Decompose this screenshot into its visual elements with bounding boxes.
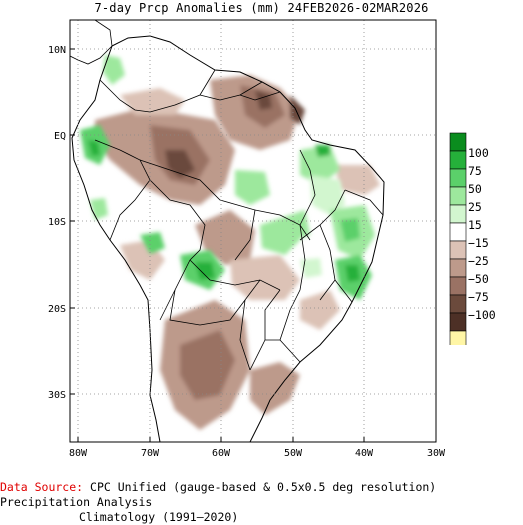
- legend-label-neg100: −100: [468, 308, 496, 322]
- lon-label-30w: 30W: [427, 448, 446, 459]
- legend-swatch: [449, 240, 467, 260]
- lat-label-10n: 10N: [48, 45, 66, 56]
- lat-label-30s: 30S: [48, 390, 66, 401]
- legend-label-neg50: −50: [468, 272, 489, 286]
- lon-label-50w: 50W: [284, 448, 303, 459]
- legend-swatch: [449, 204, 467, 224]
- legend-label-neg15: −15: [468, 236, 489, 250]
- lat-label-eq: EQ: [54, 131, 66, 142]
- legend-label-neg75: −75: [468, 290, 489, 304]
- legend-swatch: [449, 132, 467, 152]
- color-legend: 100 75 50 25 15 −15 −25 −50 −75 −100: [449, 132, 496, 345]
- data-source-text: CPC Unified (gauge-based & 0.5x0.5 deg r…: [0, 480, 437, 509]
- legend-swatch: [449, 330, 467, 345]
- central-america-land: [70, 20, 113, 65]
- map-title: 7-day Prcp Anomalies (mm) 24FEB2026-02MA…: [94, 1, 429, 15]
- tick-marks: [70, 48, 437, 442]
- precipitation-anomaly-map: 80W 70W 60W 50W 40W 30W 10N EQ 10S 20S 3…: [48, 19, 446, 459]
- country-borders: [94, 69, 384, 371]
- legend-label-100: 100: [468, 146, 489, 160]
- lat-label-10s: 10S: [48, 217, 66, 228]
- lon-label-60w: 60W: [212, 448, 231, 459]
- legend-label-15: 15: [468, 218, 482, 232]
- legend-label-neg25: −25: [468, 254, 489, 268]
- legend-swatch: [449, 294, 467, 314]
- lon-label-40w: 40W: [355, 448, 374, 459]
- legend-swatch: [449, 222, 467, 242]
- legend-swatch: [449, 186, 467, 206]
- legend-swatch: [449, 150, 467, 170]
- legend-label-75: 75: [468, 164, 482, 178]
- lon-label-80w: 80W: [69, 448, 88, 459]
- climatology-text: Climatology (1991–2020): [79, 510, 239, 524]
- data-source-label: Data Source:: [0, 480, 84, 494]
- lon-label-70w: 70W: [141, 448, 160, 459]
- footer: Data Source: CPC Unified (gauge-based & …: [0, 480, 523, 525]
- coastline: [71, 35, 385, 442]
- graticule: [70, 20, 436, 442]
- legend-swatch: [449, 312, 467, 332]
- legend-label-25: 25: [468, 200, 482, 214]
- map-frame: [69, 19, 437, 443]
- dry-anomaly-areas: [95, 75, 380, 430]
- wet-anomaly-areas: [80, 55, 375, 300]
- legend-swatch: [449, 258, 467, 278]
- legend-swatch: [449, 276, 467, 296]
- legend-label-50: 50: [468, 182, 482, 196]
- legend-swatch: [449, 168, 467, 188]
- lat-label-20s: 20S: [48, 304, 66, 315]
